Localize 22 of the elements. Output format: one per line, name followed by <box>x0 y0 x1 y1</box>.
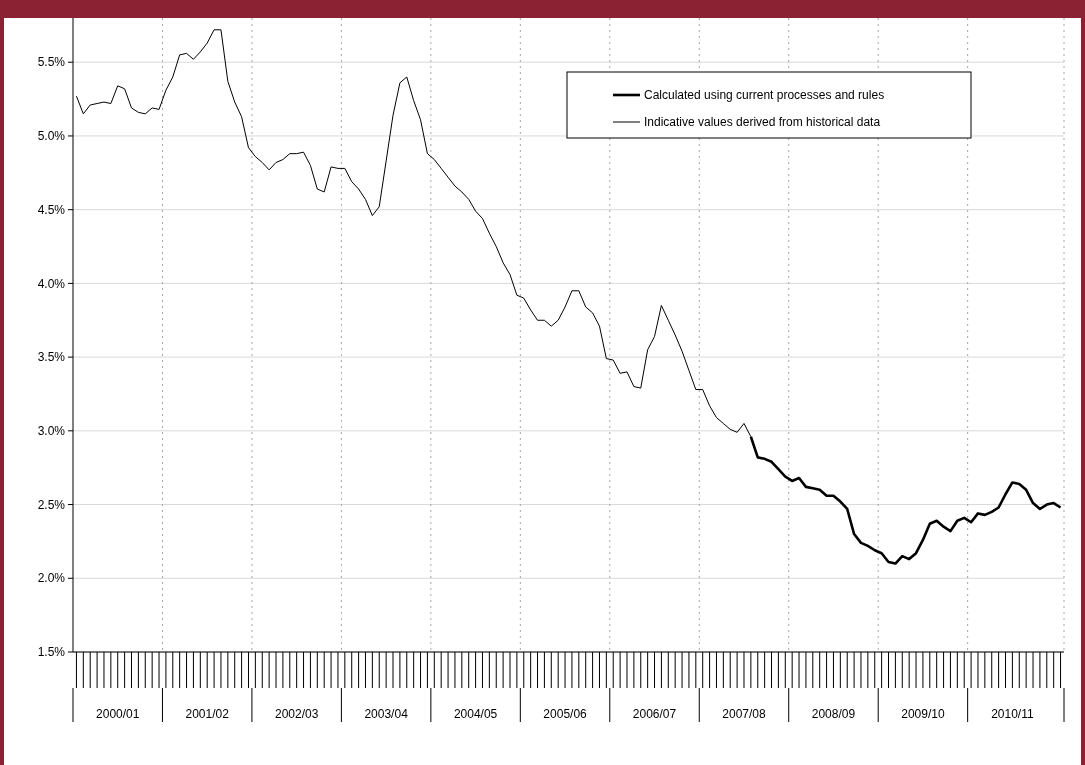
x-tick-label: 2004/05 <box>453 707 498 721</box>
x-tick-label: 2001/02 <box>185 707 230 721</box>
y-tick-label: 2.5% <box>37 497 66 512</box>
legend-label: Indicative values derived from historical data <box>644 115 881 130</box>
x-tick-label: 2003/04 <box>364 707 409 721</box>
x-tick-label: 2008/09 <box>811 707 856 721</box>
y-tick-label: 4.5% <box>37 202 66 217</box>
x-tick-label: 2005/06 <box>543 707 588 721</box>
x-tick-label: 2002/03 <box>274 707 319 721</box>
x-tick-label: 2010/11 <box>991 707 1034 721</box>
y-tick-label: 5.0% <box>37 129 66 144</box>
y-tick-label: 5.5% <box>37 55 66 70</box>
y-tick-label: 3.5% <box>37 350 66 365</box>
y-tick-label: 1.5% <box>37 645 66 660</box>
x-tick-label: 2009/10 <box>901 707 945 721</box>
x-tick-label: 2006/07 <box>632 707 677 721</box>
y-tick-label: 3.0% <box>37 424 66 439</box>
y-tick-label: 4.0% <box>37 276 66 291</box>
legend-label: Calculated using current processes and rules <box>644 88 885 103</box>
x-tick-label: 2000/01 <box>96 707 140 721</box>
x-tick-label: 2007/08 <box>722 707 766 721</box>
y-tick-label: 2.0% <box>37 571 66 586</box>
